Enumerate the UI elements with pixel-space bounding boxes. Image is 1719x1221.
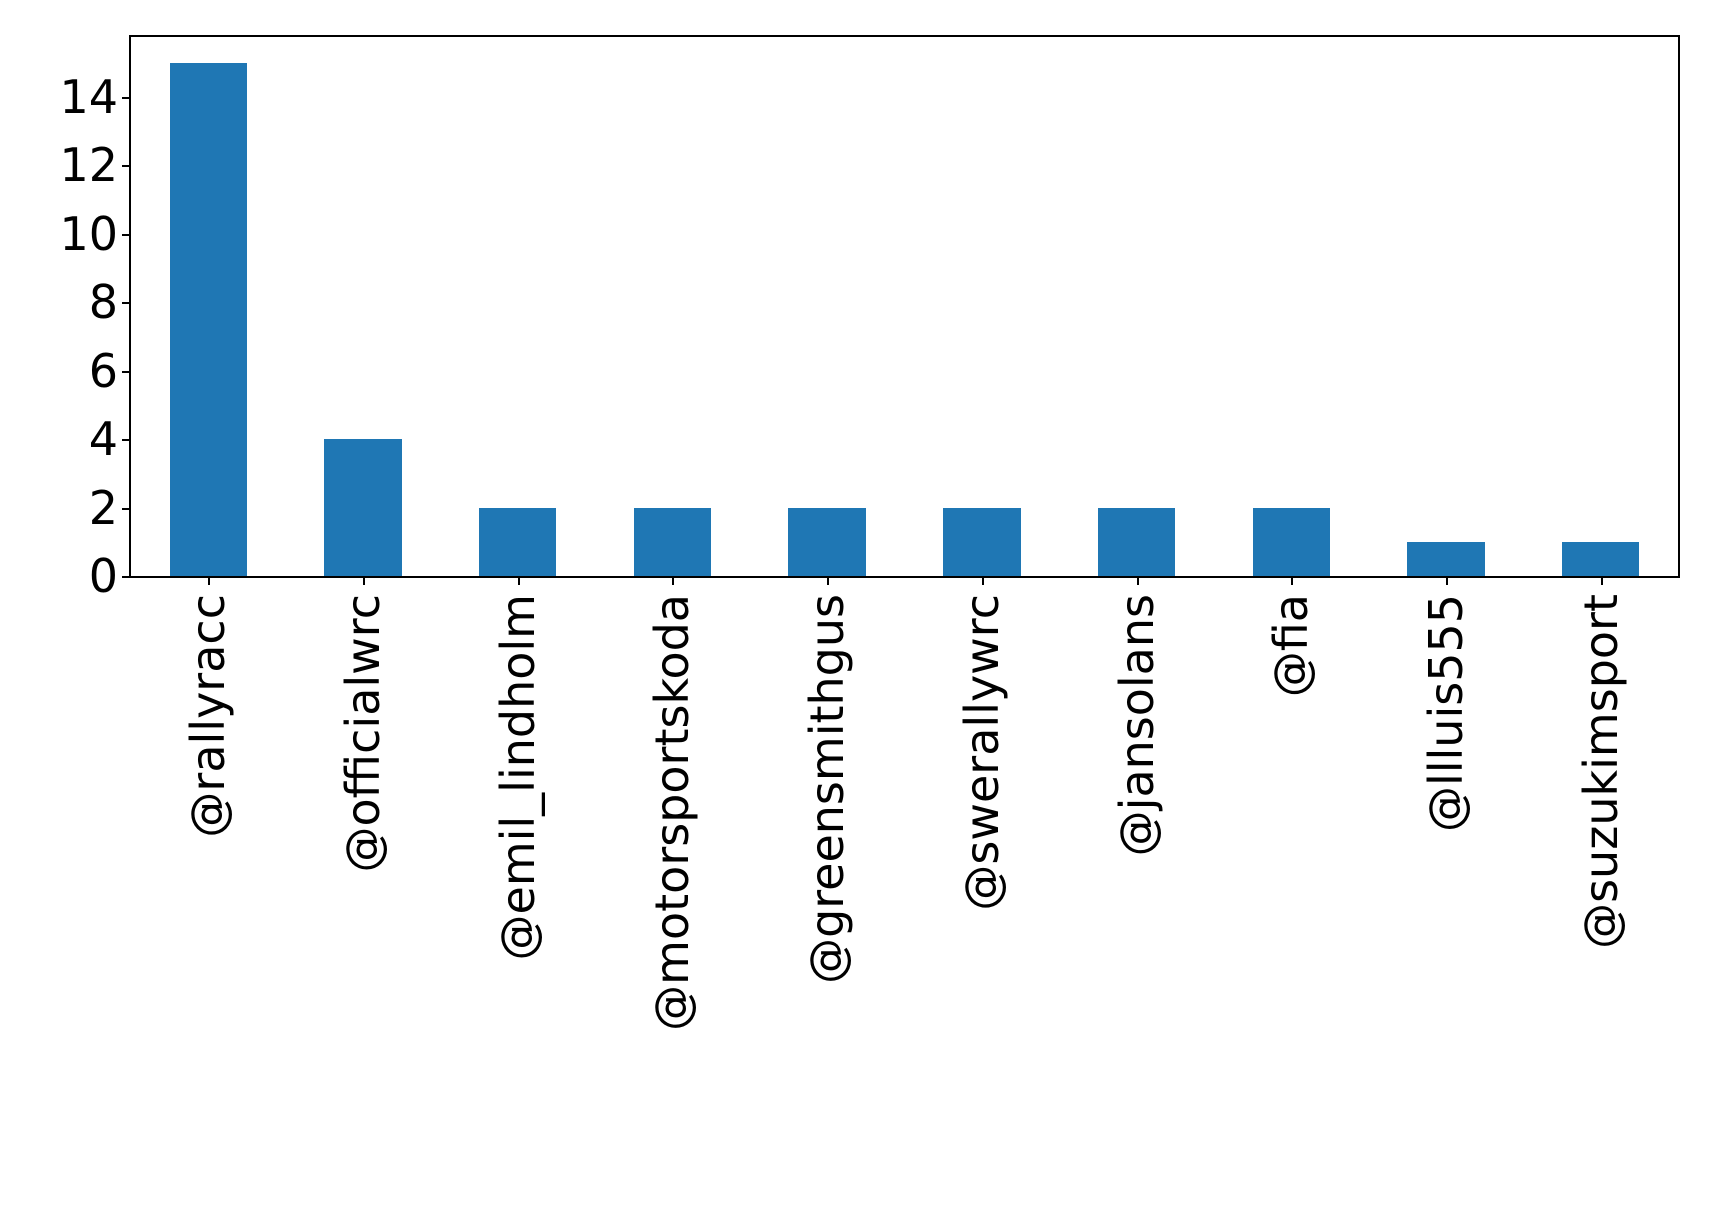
y-tick-mark-5 xyxy=(122,233,131,236)
x-tick-mark-7 xyxy=(1291,576,1294,585)
y-tick-mark-1 xyxy=(122,507,131,510)
x-tick-mark-5 xyxy=(981,576,984,585)
x-tick-mark-3 xyxy=(672,576,675,585)
bar-3 xyxy=(633,507,712,576)
bar-2 xyxy=(479,507,557,576)
x-tick-label-5: @swerallywrc xyxy=(954,594,1009,911)
x-tick-label-4: @greensmithgus xyxy=(800,594,855,984)
x-tick-mark-6 xyxy=(1136,576,1139,585)
x-tick-label-3: @motorsportskoda xyxy=(645,594,700,1031)
y-tick-mark-2 xyxy=(122,439,131,442)
x-tick-label-9: @suzukimsport xyxy=(1573,594,1628,949)
y-tick-label-4: 8 xyxy=(88,275,118,330)
y-tick-label-2: 4 xyxy=(88,412,118,467)
bar-7 xyxy=(1252,507,1330,576)
x-tick-label-8: @llluis555 xyxy=(1418,594,1473,833)
x-tick-label-1: @officialwrc xyxy=(336,594,391,873)
bar-6 xyxy=(1097,507,1176,576)
x-tick-label-2: @emil_lindholm xyxy=(490,594,545,961)
x-tick-mark-4 xyxy=(827,576,830,585)
y-tick-label-1: 2 xyxy=(88,480,118,535)
plot-area xyxy=(131,37,1678,576)
y-tick-mark-7 xyxy=(122,96,131,99)
y-tick-mark-4 xyxy=(122,302,131,305)
y-tick-label-7: 14 xyxy=(59,69,118,124)
x-tick-label-7: @fia xyxy=(1264,594,1319,698)
bar-0 xyxy=(169,62,248,576)
y-tick-label-5: 10 xyxy=(59,206,118,261)
bar-1 xyxy=(324,439,402,576)
y-tick-mark-3 xyxy=(122,370,131,373)
y-tick-mark-6 xyxy=(122,165,131,168)
plot-axes-frame: 0 2 4 6 8 10 12 14 @rallyracc @officialwrc @emil_… xyxy=(59,35,1680,1031)
x-tick-mark-9 xyxy=(1600,576,1603,585)
bar-5 xyxy=(943,507,1021,576)
x-tick-label-0: @rallyracc xyxy=(181,594,236,838)
y-tick-mark-0 xyxy=(122,576,131,578)
bar-9 xyxy=(1561,541,1640,576)
x-tick-mark-0 xyxy=(208,576,211,585)
y-tick-label-6: 12 xyxy=(59,138,118,193)
x-tick-mark-1 xyxy=(363,576,366,585)
x-tick-mark-2 xyxy=(517,576,520,585)
x-tick-mark-8 xyxy=(1445,576,1448,585)
bar-4 xyxy=(788,507,866,576)
y-tick-label-0: 0 xyxy=(88,549,118,603)
y-tick-label-3: 6 xyxy=(88,343,118,398)
x-tick-label-6: @jansolans xyxy=(1109,594,1164,857)
bar-8 xyxy=(1407,541,1485,576)
